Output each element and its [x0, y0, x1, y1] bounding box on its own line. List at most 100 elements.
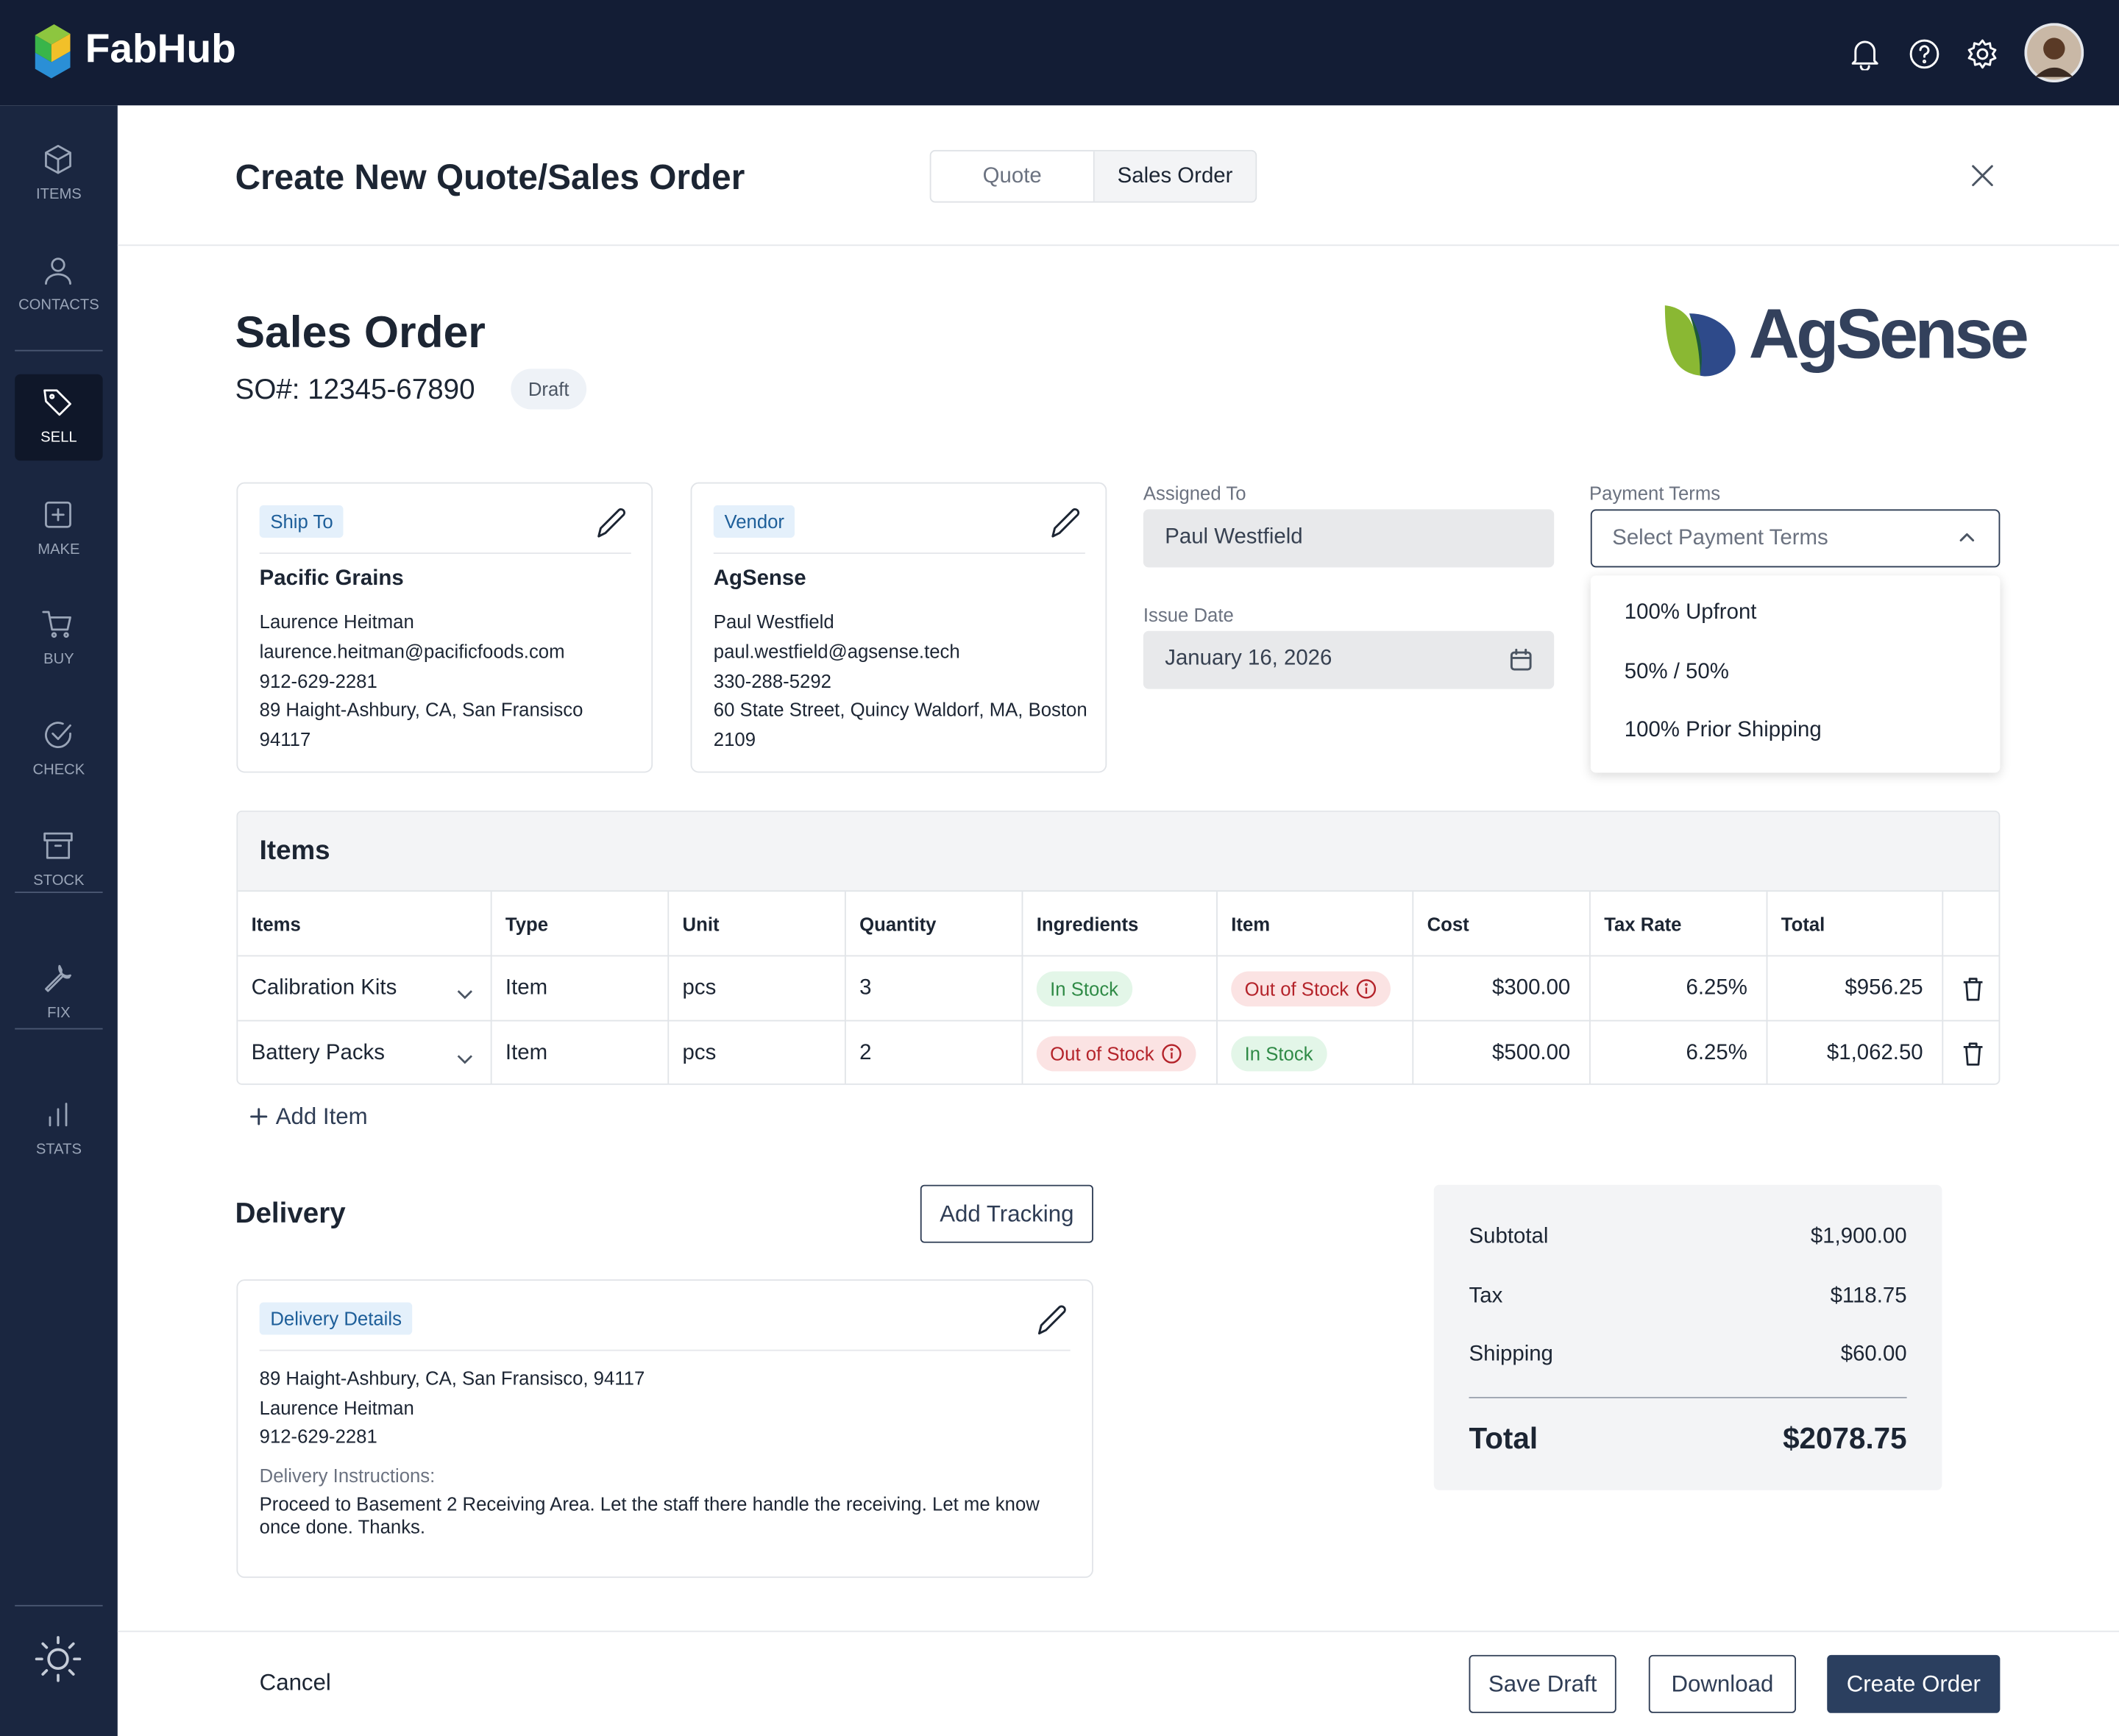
table-cell: In Stock — [1218, 1021, 1414, 1084]
avatar[interactable] — [2024, 23, 2084, 83]
table-cell: $956.25 — [1767, 956, 1944, 1022]
nav-label[interactable]: MAKE — [38, 541, 80, 558]
dropdown-option[interactable]: 100% Prior Shipping — [1624, 719, 1822, 742]
card-name: AgSense — [713, 567, 806, 591]
add-item[interactable]: Add Item — [275, 1103, 368, 1130]
active-highlight — [15, 374, 103, 461]
card-line: 60 State Street, Quincy Waldorf, MA, Bos… — [713, 699, 1087, 721]
assigned-input: Paul Westfield — [1143, 509, 1555, 568]
address-line: 912-629-2281 — [259, 1426, 377, 1448]
add-tracking-button[interactable]: Add Tracking — [920, 1184, 1093, 1243]
order-number: SO#: 12345-67890 — [235, 374, 475, 405]
nav-icon[interactable] — [42, 830, 74, 862]
nav-icon[interactable] — [42, 386, 74, 419]
edit-icon[interactable] — [1048, 505, 1084, 541]
nav-label[interactable]: STATS — [35, 1141, 82, 1158]
dropdown-option[interactable]: 50% / 50% — [1624, 660, 1729, 683]
card-badge: Delivery Details — [259, 1302, 413, 1335]
field-label: Assigned To — [1143, 482, 1246, 505]
vendor-logo-mark — [1664, 305, 1736, 377]
column-header: Ingredients — [1023, 892, 1218, 957]
calendar-icon[interactable] — [1510, 648, 1533, 672]
nav-label[interactable]: CONTACTS — [18, 297, 99, 314]
divider — [713, 552, 1085, 555]
card-badge: Ship To — [259, 505, 344, 538]
nav-label[interactable]: SELL — [40, 430, 77, 447]
info-icon[interactable] — [1161, 1042, 1182, 1064]
payment-select[interactable]: Select Payment Terms — [1590, 509, 2001, 568]
info-icon[interactable] — [1355, 978, 1377, 999]
nav-label[interactable]: BUY — [43, 651, 74, 668]
divider — [15, 1028, 103, 1030]
summary: Total $2078.75 Subtotal $1,900.00 Tax $118.… — [1433, 1184, 1942, 1490]
card-line: Paul Westfield — [713, 611, 834, 633]
brand: FabHub — [85, 26, 236, 72]
settings-icon[interactable] — [1966, 38, 1998, 70]
stock-badge: In Stock — [1231, 1035, 1327, 1071]
items-title: Items — [259, 836, 330, 867]
nav-label[interactable]: FIX — [47, 1005, 71, 1022]
column-header: Unit — [669, 892, 846, 957]
nav-icon[interactable] — [42, 143, 74, 176]
download-button[interactable]: Download — [1648, 1654, 1797, 1713]
column-header: Tax Rate — [1590, 892, 1768, 957]
close-button[interactable] — [1970, 163, 1995, 188]
nav-icon[interactable] — [42, 1098, 74, 1131]
field-label: Payment Terms — [1589, 482, 1721, 505]
nav-icon[interactable] — [42, 499, 74, 531]
card-name: Pacific Grains — [259, 567, 404, 591]
tab-active[interactable]: Sales Order — [1094, 151, 1256, 202]
mode-tabs: Quote Sales Order — [929, 149, 1257, 203]
nav-icon[interactable] — [42, 254, 74, 286]
address-line: 89 Haight-Ashbury, CA, San Fransisco, 94… — [259, 1367, 645, 1390]
card-line: 912-629-2281 — [259, 669, 377, 691]
notifications-icon[interactable] — [1850, 38, 1879, 71]
row-dropdown[interactable] — [457, 1047, 473, 1064]
cancel-button[interactable]: Cancel — [259, 1670, 331, 1696]
create-order-button[interactable]: Create Order — [1827, 1654, 2001, 1713]
theme-toggle[interactable] — [34, 1634, 82, 1683]
nav-icon[interactable] — [42, 608, 74, 640]
dropdown-option[interactable]: 100% Upfront — [1624, 601, 1757, 625]
items-header — [238, 811, 1999, 892]
nav-label[interactable]: STOCK — [33, 872, 85, 889]
nav-label[interactable]: ITEMS — [36, 186, 82, 203]
stock-text: Out of Stock — [1050, 1042, 1154, 1064]
divider — [15, 1604, 103, 1607]
table-cell: 6.25% — [1591, 1021, 1768, 1084]
logo-icon — [35, 24, 71, 79]
delete-icon[interactable] — [1962, 1042, 1984, 1066]
table-cell: 3 — [845, 956, 1023, 1022]
plus-icon[interactable] — [250, 1108, 268, 1125]
edit-icon[interactable] — [1035, 1302, 1071, 1337]
stock-badge: Out of Stock — [1036, 1035, 1196, 1071]
vendor-logo: AgSense — [1748, 296, 2029, 374]
date-input[interactable]: January 16, 2026 — [1143, 630, 1555, 689]
card-line: laurence.heitman@pacificfoods.com — [259, 640, 565, 662]
summary-label: Shipping — [1469, 1342, 1553, 1366]
nav-icon[interactable] — [42, 719, 74, 751]
items-table: Items Items Type Unit Quantity Ingredients It… — [236, 810, 2001, 1085]
field-label: Issue Date — [1143, 603, 1234, 626]
delete-icon[interactable] — [1962, 977, 1984, 1001]
save-draft-button[interactable]: Save Draft — [1469, 1654, 1616, 1713]
tab[interactable]: Quote — [931, 151, 1095, 202]
divider — [117, 244, 2119, 246]
nav-label[interactable]: CHECK — [32, 761, 85, 778]
card-line: 89 Haight-Ashbury, CA, San Fransisco — [259, 699, 583, 721]
chevron-up[interactable] — [1958, 531, 1976, 544]
summary-label: Subtotal — [1469, 1225, 1549, 1249]
table-cell: $300.00 — [1413, 956, 1591, 1022]
edit-icon[interactable] — [594, 505, 630, 541]
nav-icon[interactable] — [42, 962, 74, 995]
card-badge: Vendor — [713, 505, 795, 538]
card-line: 94117 — [259, 728, 311, 750]
table-cell: Item — [491, 956, 670, 1022]
table-cell — [1943, 956, 1999, 1022]
help-icon[interactable] — [1908, 38, 1940, 70]
row-dropdown[interactable] — [457, 982, 473, 1000]
total-label: Total — [1469, 1421, 1538, 1456]
status-badge: Draft — [511, 369, 587, 410]
